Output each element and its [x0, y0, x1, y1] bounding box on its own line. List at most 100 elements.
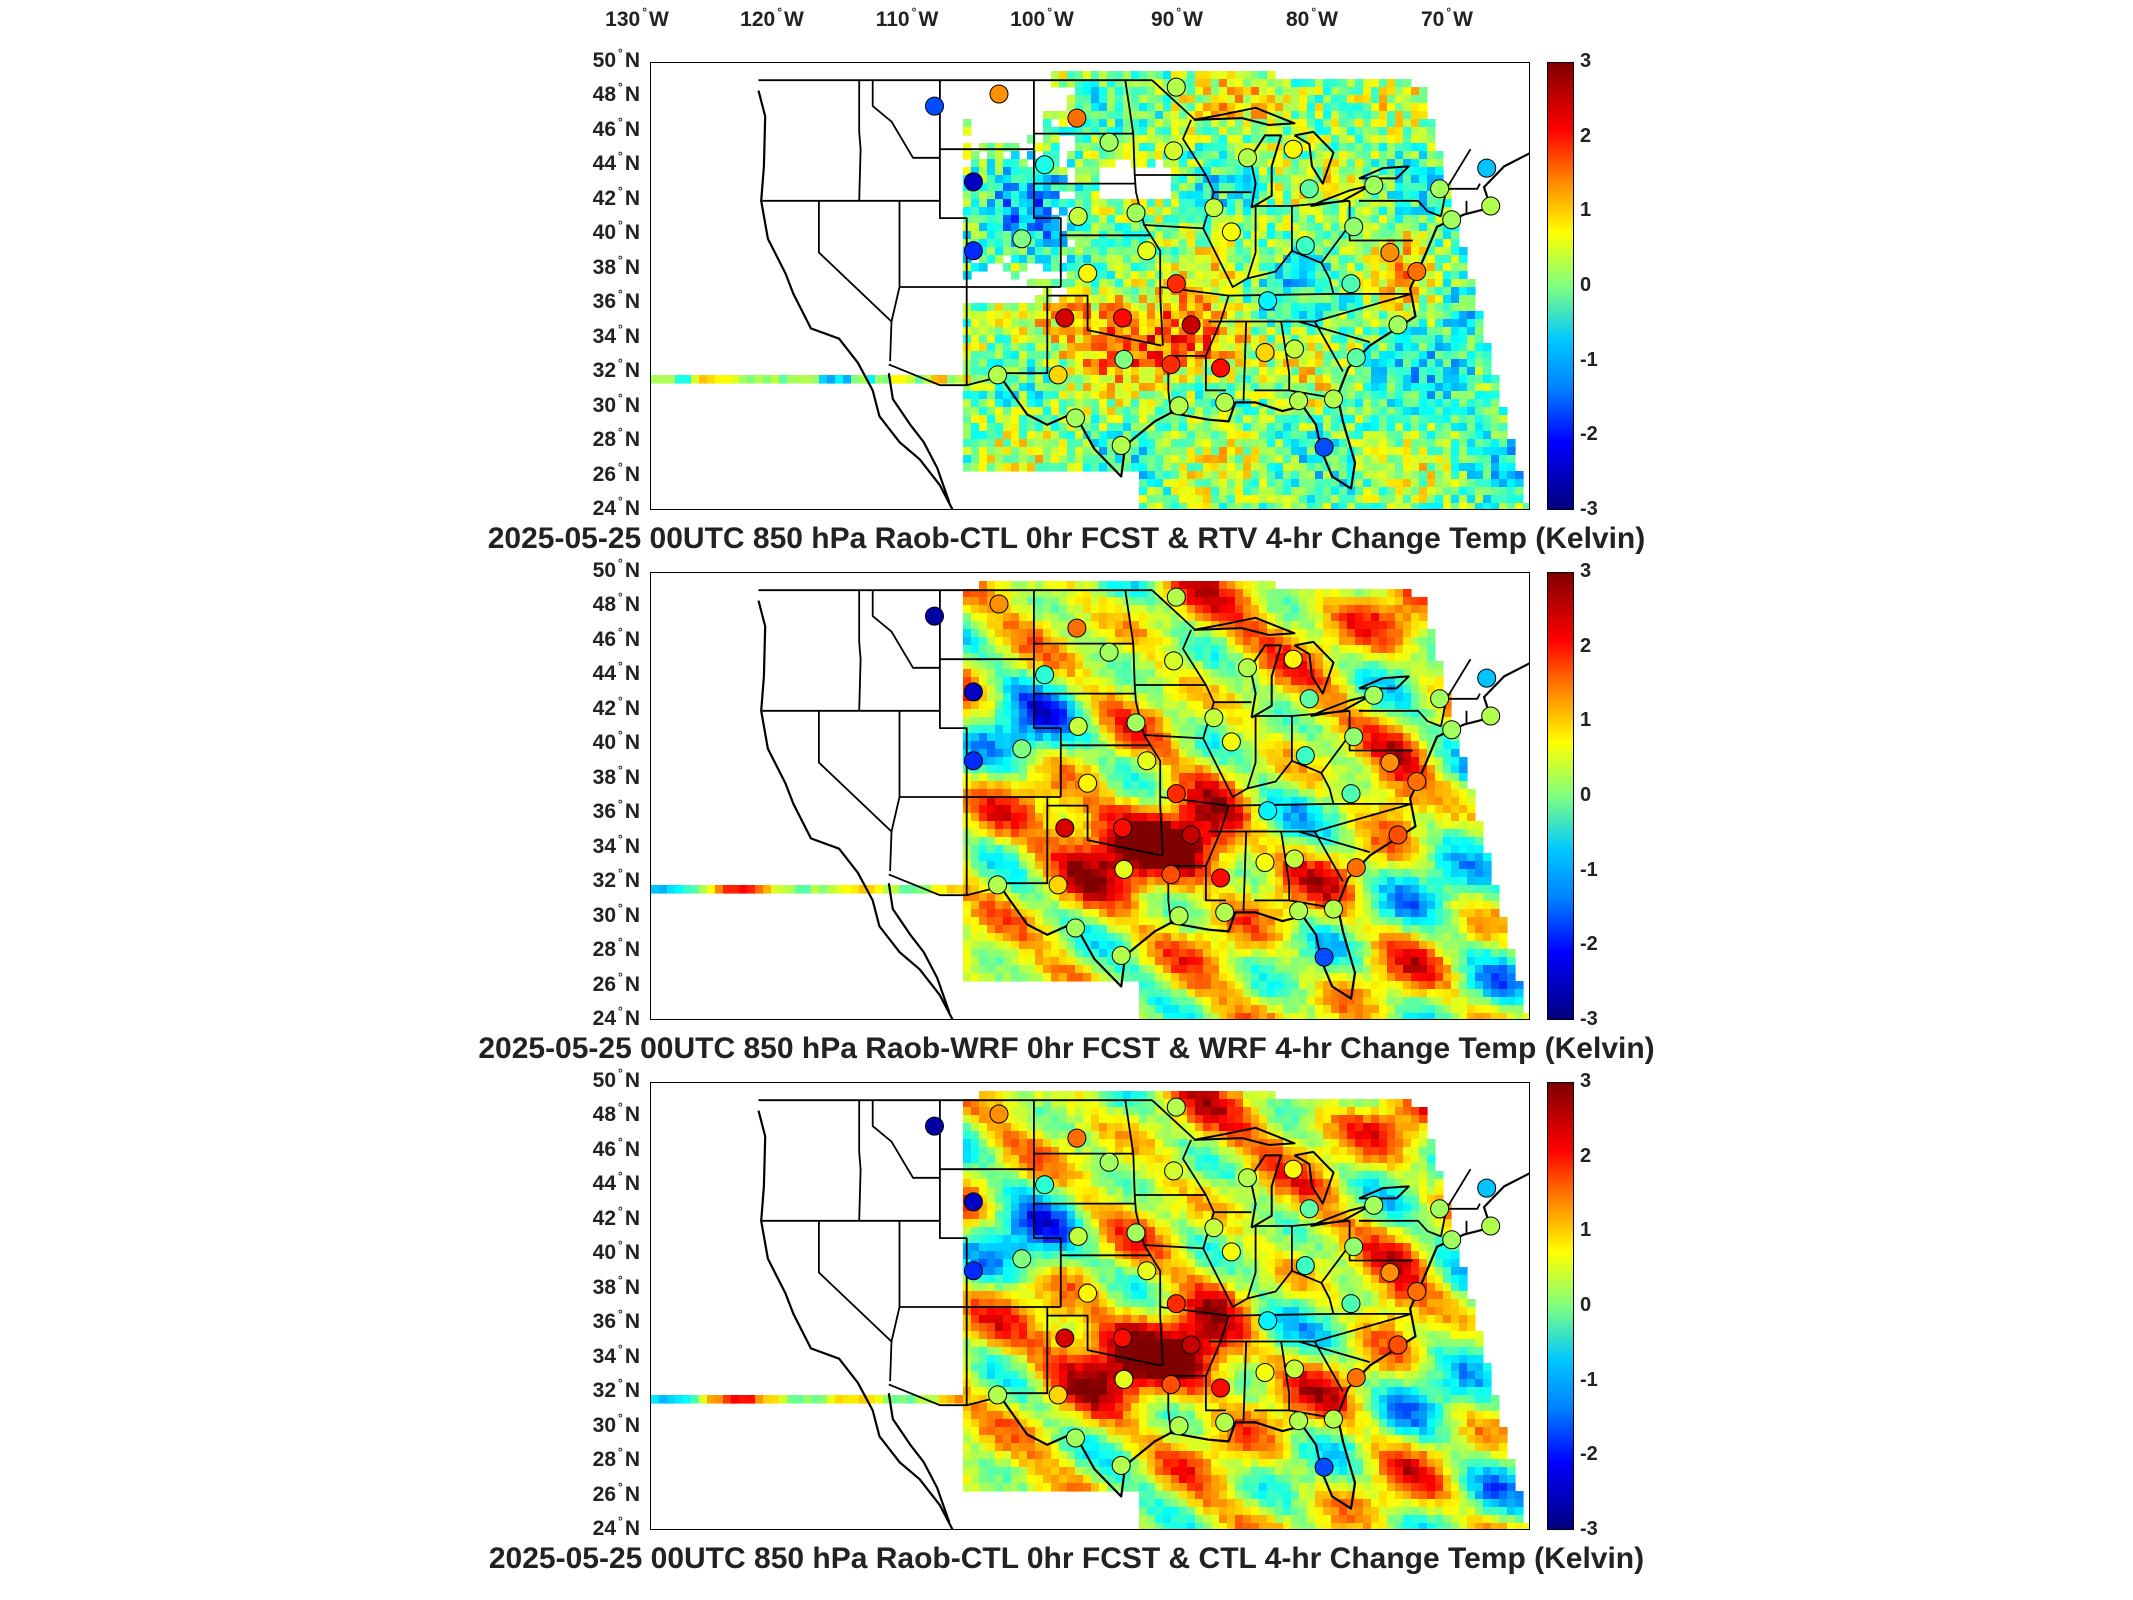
- raob-station-marker[interactable]: [1481, 196, 1501, 216]
- raob-station-marker[interactable]: [1099, 132, 1119, 152]
- field-cell: [1267, 789, 1276, 798]
- raob-station-marker[interactable]: [1255, 343, 1275, 362]
- raob-station-marker[interactable]: [1068, 206, 1088, 226]
- raob-station-marker[interactable]: [1066, 408, 1085, 428]
- field-cell: [1307, 717, 1316, 726]
- field-cell: [1027, 183, 1036, 192]
- raob-station-marker[interactable]: [989, 84, 1009, 104]
- field-cell: [1443, 383, 1452, 392]
- field-cell: [1139, 135, 1148, 144]
- field-cell: [1315, 215, 1324, 224]
- map-panel-1[interactable]: [650, 62, 1530, 510]
- field-cell: [1107, 287, 1116, 296]
- raob-station-marker[interactable]: [1164, 141, 1184, 161]
- field-cell: [1251, 383, 1260, 392]
- field-cell: [1147, 71, 1156, 80]
- field-cell: [1179, 605, 1188, 614]
- field-cell: [1107, 263, 1116, 272]
- field-cell: [1227, 717, 1236, 726]
- field-cell: [1387, 143, 1396, 152]
- field-cell: [1155, 479, 1164, 488]
- field-cell: [1059, 709, 1068, 718]
- raob-station-marker[interactable]: [1407, 262, 1427, 281]
- raob-station-marker[interactable]: [963, 172, 983, 192]
- raob-station-marker[interactable]: [1204, 198, 1224, 218]
- field-cell: [1331, 111, 1340, 120]
- field-cell: [1467, 789, 1476, 798]
- raob-station-marker[interactable]: [1111, 436, 1131, 455]
- raob-station-marker[interactable]: [1169, 396, 1189, 416]
- field-cell: [1195, 79, 1204, 88]
- raob-station-marker[interactable]: [1126, 203, 1146, 223]
- raob-station-marker[interactable]: [1314, 437, 1334, 457]
- raob-station-marker[interactable]: [1035, 155, 1055, 175]
- raob-station-marker[interactable]: [1048, 365, 1068, 385]
- raob-station-marker[interactable]: [1181, 315, 1201, 335]
- raob-station-marker[interactable]: [1113, 308, 1133, 328]
- field-cell: [1003, 343, 1012, 352]
- field-cell: [1195, 103, 1204, 112]
- field-cell: [1243, 207, 1252, 216]
- raob-station-marker[interactable]: [1430, 179, 1450, 199]
- raob-station-marker[interactable]: [963, 241, 983, 261]
- map-panel-2[interactable]: [650, 572, 1530, 1020]
- field-cell: [1027, 319, 1036, 328]
- field-cell: [1107, 431, 1116, 440]
- field-cell: [1019, 327, 1028, 336]
- field-cell: [1091, 287, 1100, 296]
- raob-station-marker[interactable]: [1299, 179, 1319, 199]
- raob-station-marker[interactable]: [1166, 274, 1186, 294]
- raob-station-marker[interactable]: [1078, 263, 1098, 283]
- raob-station-marker[interactable]: [1364, 175, 1384, 195]
- field-cell: [1411, 391, 1420, 400]
- field-cell: [1299, 455, 1308, 464]
- raob-station-marker[interactable]: [1442, 210, 1462, 230]
- field-cell: [1379, 351, 1388, 360]
- raob-station-marker[interactable]: [1380, 243, 1400, 262]
- raob-station-marker[interactable]: [1114, 349, 1134, 369]
- raob-station-marker[interactable]: [1211, 358, 1231, 378]
- raob-station-marker[interactable]: [1166, 77, 1186, 97]
- raob-station-marker[interactable]: [1137, 241, 1157, 261]
- raob-station-marker[interactable]: [1346, 348, 1366, 368]
- field-cell: [1323, 621, 1332, 630]
- raob-station-marker[interactable]: [1012, 229, 1032, 249]
- field-cell: [1155, 589, 1164, 598]
- field-cell: [1043, 231, 1052, 240]
- raob-station-marker[interactable]: [1258, 291, 1278, 311]
- raob-station-marker[interactable]: [1221, 222, 1241, 242]
- raob-station-marker[interactable]: [1388, 315, 1408, 335]
- field-cell: [971, 709, 980, 718]
- raob-station-marker[interactable]: [1283, 139, 1303, 159]
- field-cell: [1459, 423, 1468, 432]
- raob-station-marker[interactable]: [1344, 217, 1364, 237]
- raob-station-marker[interactable]: [1289, 391, 1309, 411]
- field-cell: [955, 375, 964, 384]
- field-cell: [1315, 749, 1324, 758]
- field-cell: [1203, 111, 1212, 120]
- raob-station-marker[interactable]: [1067, 108, 1087, 128]
- field-cell: [1139, 159, 1148, 168]
- field-cell: [1259, 127, 1268, 136]
- field-cell: [1243, 701, 1252, 710]
- field-cell: [1227, 693, 1236, 702]
- field-cell: [1011, 215, 1020, 224]
- raob-station-marker[interactable]: [1477, 158, 1497, 178]
- raob-station-marker[interactable]: [1161, 355, 1181, 374]
- raob-station-marker[interactable]: [988, 365, 1008, 385]
- raob-station-marker[interactable]: [1341, 274, 1361, 294]
- field-cell: [1099, 95, 1108, 104]
- raob-station-marker[interactable]: [1238, 148, 1257, 168]
- field-cell: [1195, 399, 1204, 408]
- raob-station-marker[interactable]: [1324, 389, 1343, 409]
- field-cell: [1467, 463, 1476, 472]
- raob-station-marker[interactable]: [1055, 308, 1075, 328]
- field-cell: [1123, 391, 1132, 400]
- field-cell: [1331, 669, 1340, 678]
- field-cell: [995, 399, 1004, 408]
- raob-station-marker[interactable]: [1215, 392, 1235, 412]
- field-cell: [1003, 199, 1012, 208]
- raob-station-marker[interactable]: [925, 96, 944, 116]
- raob-station-marker[interactable]: [1295, 236, 1315, 256]
- raob-station-marker[interactable]: [1285, 339, 1304, 359]
